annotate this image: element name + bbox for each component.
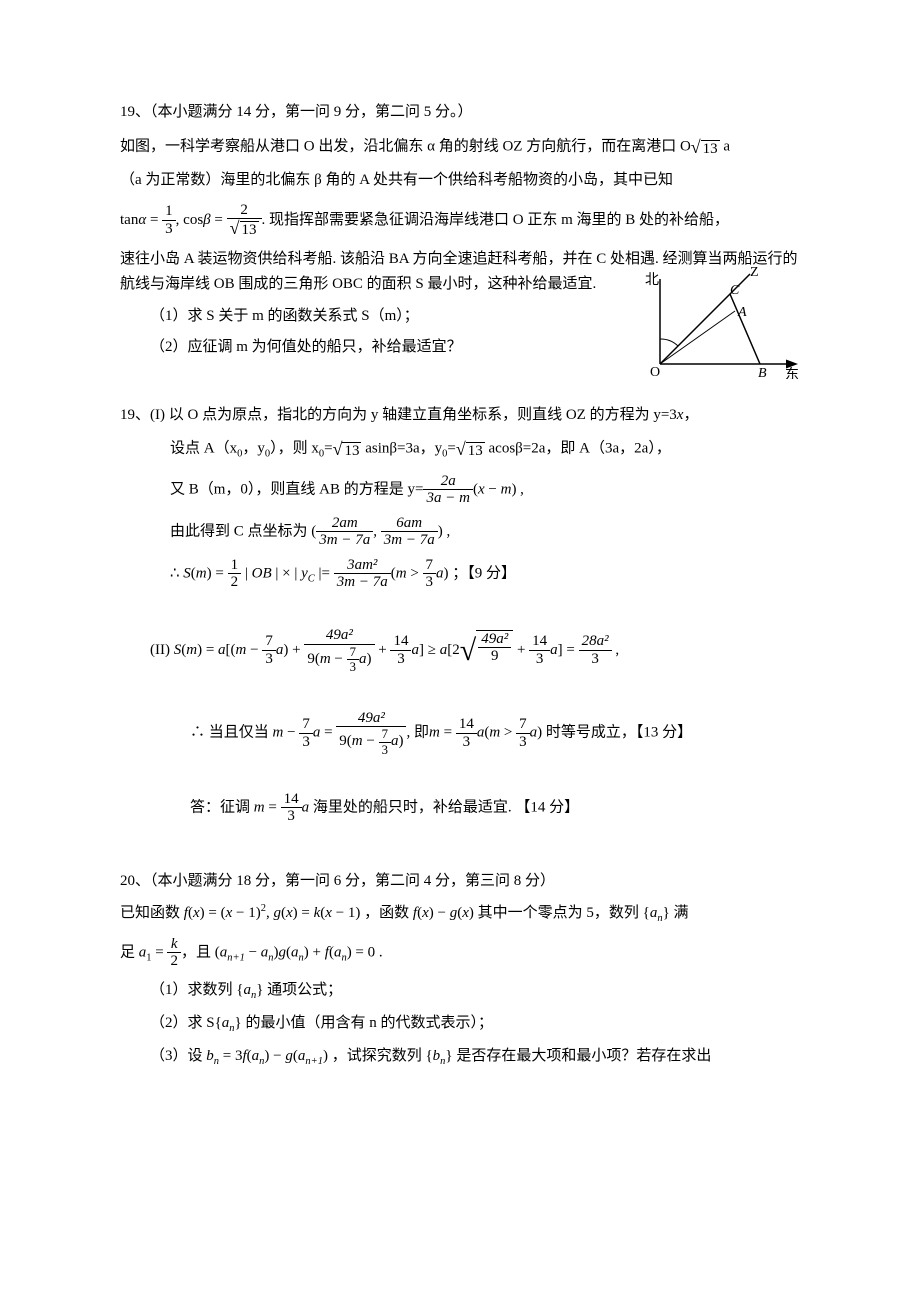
sol19-p2: 设点 A（x0，y0），则 x0=√13 asinβ=3a，y0=√13 aco… [120,434,810,465]
sol19-p5: ∴ S(m) = 12 | OB | × | yC |= 3am²3m − 7a… [120,557,810,591]
sol19-p3: 又 B（m，0），则直线 AB 的方程是 y=2a3a − m(x − m) , [120,473,810,507]
q19-p1: 如图，一科学考察船从港口 O 出发，沿北偏东 α 角的射线 OZ 方向航行，而在… [120,132,810,163]
eq1: = [146,212,162,228]
q20-sub3: （3）设 bn = 3f(an) − g(an+1) ，试探究数列 {bn} 是… [120,1044,810,1071]
sol19-p1: 19、(I) 以 O 点为原点，指北的方向为 y 轴建立直角坐标系，则直线 OZ… [120,403,810,429]
sol19-p6: (II) S(m) = a[(m − 73a) + 49a²9(m − 73a)… [120,625,810,676]
label-Z: Z [750,265,759,280]
tan: tan [120,212,138,228]
label-A: A [737,305,747,320]
q20-p2: 足 a1 = k2，且 (an+1 − an)g(an) + f(an) = 0… [120,936,810,970]
frac-1-3: 13 [162,203,176,237]
q19-p1a: 如图，一科学考察船从港口 O 出发，沿北偏东 α 角的射线 OZ 方向航行，而在… [120,138,691,154]
frac-2-sqrt13: 2√13 [227,202,262,239]
label-east: 东 [785,367,799,379]
q19-p2: （a 为正常数）海里的北偏东 β 角的 A 处共有一个供给科考船物资的小岛，其中… [120,168,810,194]
eq2: = [211,212,227,228]
label-C: C [730,283,740,298]
suffix: . 现指挥部需要紧急征调沿海岸线港口 O 正东 m 海里的 B 处的补给船， [262,212,730,228]
sol19-p8: 答：征调 m = 143a 海里处的船只时，补给最适宜. 【14 分】 [120,791,810,825]
q20-sub1: （1）求数列 {an} 通项公式； [120,978,810,1005]
q19-p3: tanα = 13, cosβ = 2√13. 现指挥部需要紧急征调沿海岸线港口… [120,202,810,239]
label-B: B [758,366,767,379]
q20-sub2: （2）求 S{an} 的最小值（用含有 n 的代数式表示）； [120,1011,810,1038]
q19-header: 19、（本小题满分 14 分，第一问 9 分，第二问 5 分。） [120,100,810,126]
sol19-p7: ∴ 当且仅当 m − 73a = 49a²9(m − 73a), 即m = 14… [120,710,810,757]
ship-diagram: 北 东 O B C A Z [630,264,810,389]
q20-header: 20、（本小题满分 18 分，第一问 6 分，第二问 4 分，第三问 8 分） [120,869,810,895]
sqrt13-1: √13 [691,132,720,163]
q19-p1b: a [720,138,730,154]
label-O: O [650,365,660,379]
beta: β [203,212,210,228]
label-north: 北 [645,272,659,288]
q20-p1: 已知函数 f(x) = (x − 1)2, g(x) = k(x − 1) ，函… [120,900,810,928]
sol19-p4: 由此得到 C 点坐标为 (2am3m − 7a, 6am3m − 7a) , [120,515,810,549]
mid: , cos [176,212,204,228]
